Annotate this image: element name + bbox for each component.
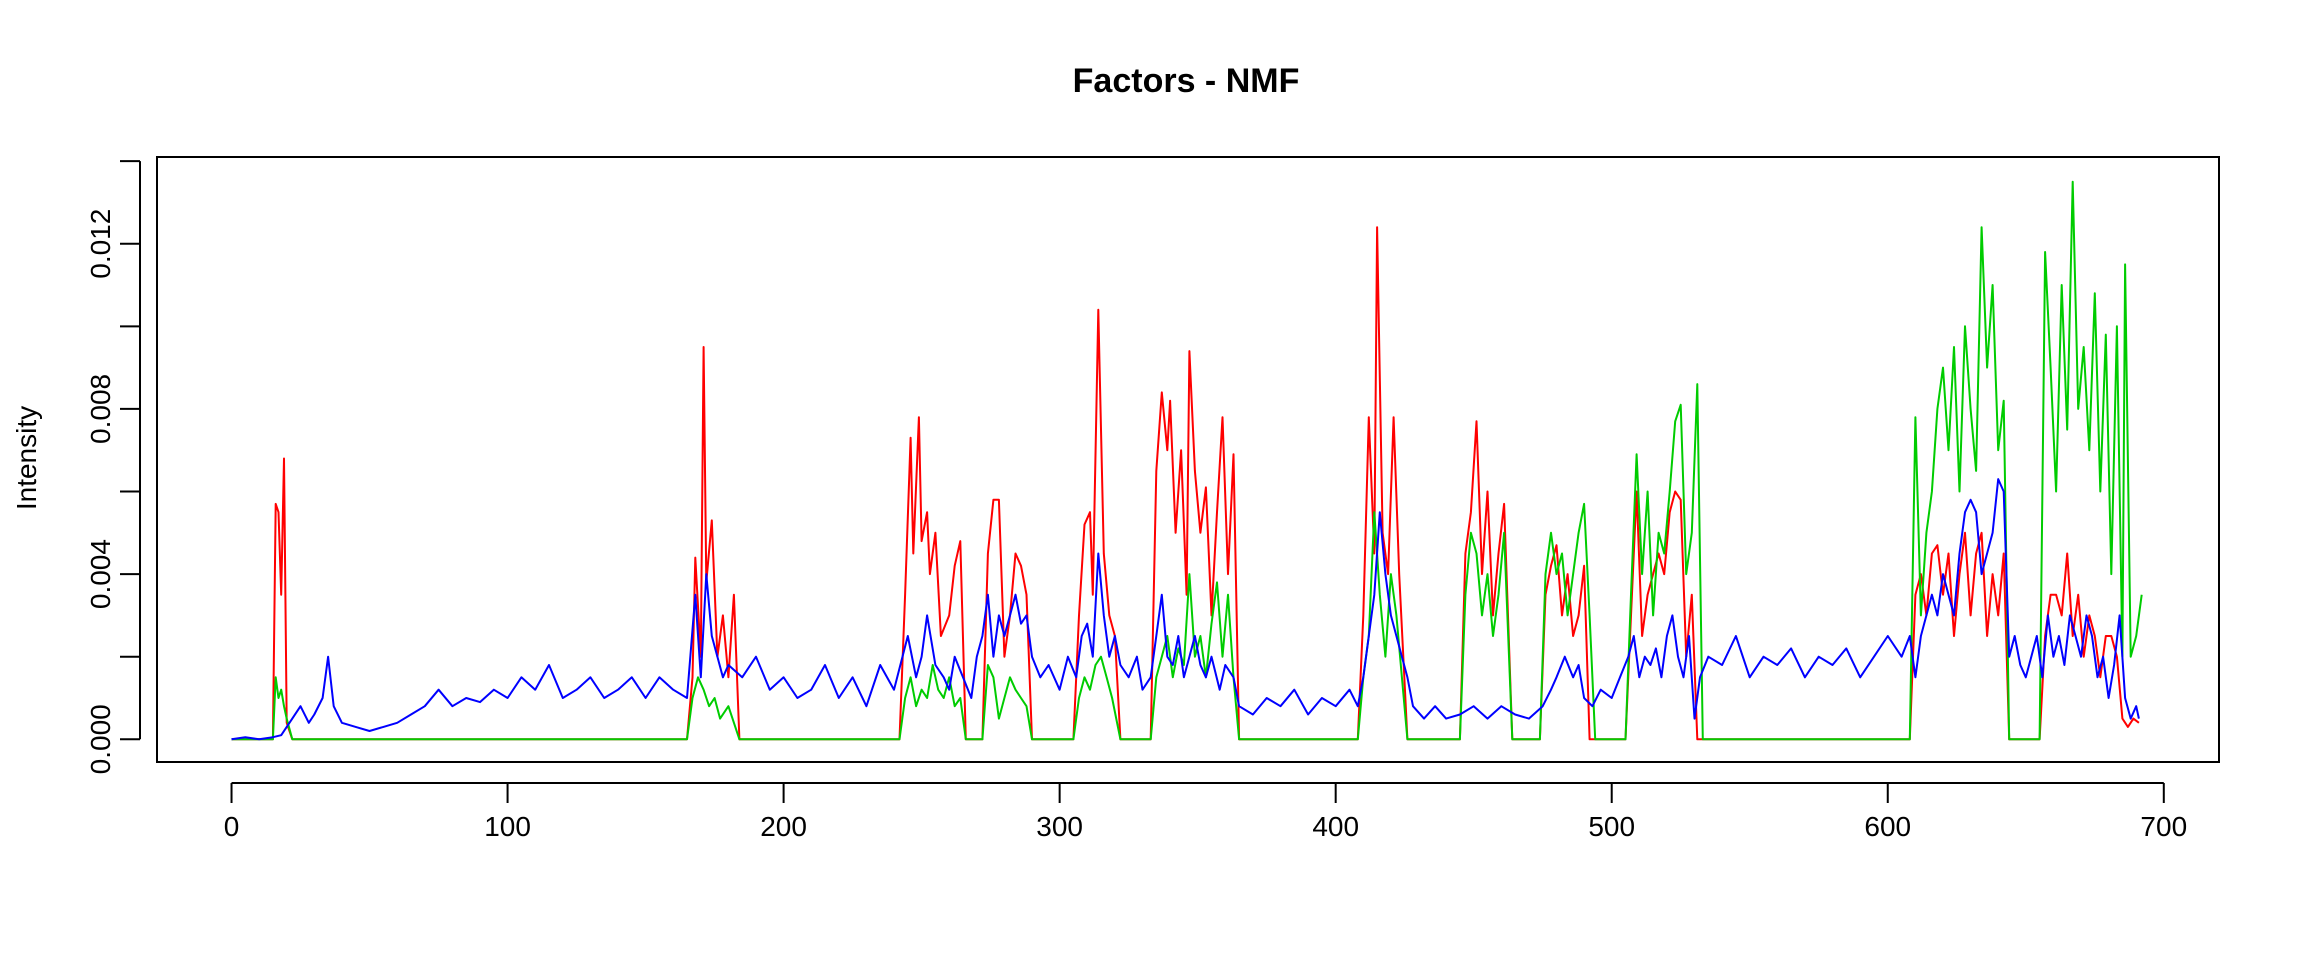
series-line-2 (231, 180, 2143, 741)
x-tick-label: 200 (760, 811, 807, 842)
series-layer (231, 180, 2143, 741)
x-tick-label: 700 (2140, 811, 2187, 842)
x-tick-label: 0 (224, 811, 240, 842)
x-axis: 0 100 200 300 400 500 600 700 (224, 782, 2187, 842)
x-tick-label: 600 (1864, 811, 1911, 842)
y-tick-label: 0.004 (85, 539, 116, 609)
x-tick-label: 400 (1312, 811, 1359, 842)
y-tick-label: 0.000 (85, 704, 116, 774)
y-axis-label: Intensity (11, 406, 42, 510)
series-line-3 (231, 478, 2140, 741)
x-tick-label: 300 (1036, 811, 1083, 842)
y-tick-label: 0.012 (85, 209, 116, 279)
y-tick-label: 0.008 (85, 374, 116, 444)
y-axis: 0.000 0.004 0.008 0.012 (85, 160, 141, 774)
x-tick-label: 100 (484, 811, 531, 842)
series-line-1 (231, 226, 2140, 741)
chart-title: Factors - NMF (1073, 62, 1300, 100)
x-tick-label: 500 (1588, 811, 1635, 842)
plot-frame (156, 156, 2220, 763)
